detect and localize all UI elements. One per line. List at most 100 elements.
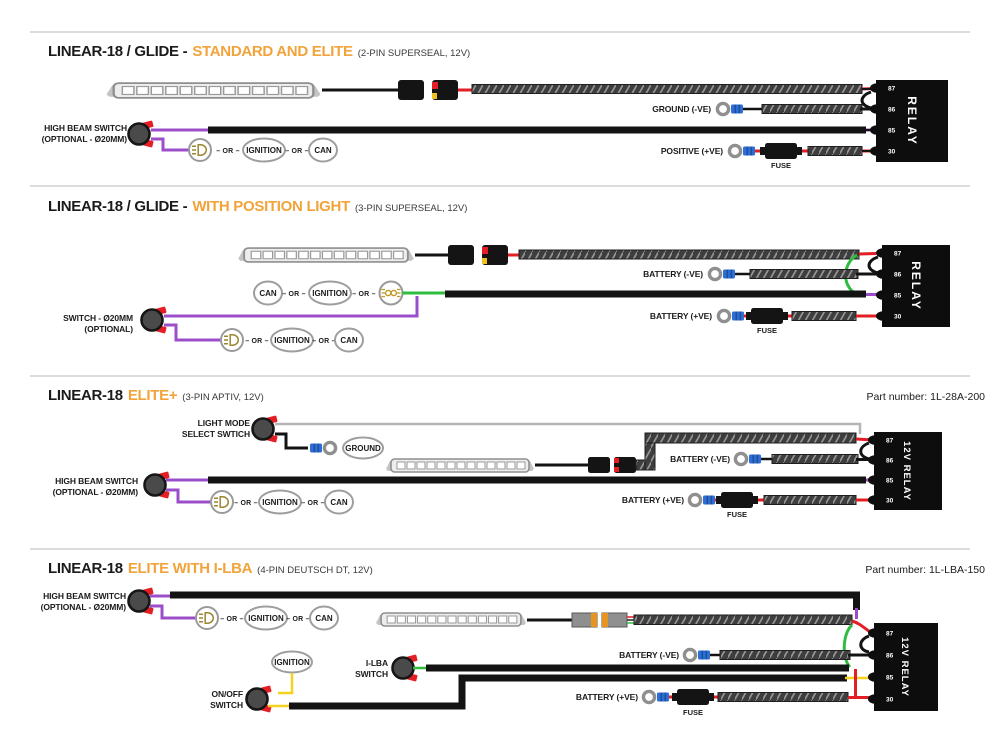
- relay-jumper-87-86: [867, 255, 879, 275]
- pin-85-label: 85: [886, 674, 894, 681]
- neg-braided-cable: [761, 104, 863, 114]
- relay-pin-86: [870, 104, 884, 114]
- section-with-position-light: LINEAR-18 / GLIDE - WITH POSITION LIGHT (3…: [48, 198, 950, 353]
- relay: 87 86 85 30 12V RELAY: [868, 623, 938, 711]
- high-beam-switch-label-1: HIGH BEAM SWITCH: [43, 591, 126, 601]
- or-separator: – OR –: [352, 291, 375, 298]
- can-badge: [324, 489, 354, 515]
- pin-85-label: 85: [894, 292, 902, 299]
- or-separator: – OR –: [301, 500, 324, 507]
- relay-label: 12V RELAY: [899, 637, 910, 697]
- section-1-title: LINEAR-18 / GLIDE - STANDARD AND ELITE (2-…: [48, 43, 470, 60]
- battery-neg-label: BATTERY (-VE): [643, 269, 703, 279]
- optional-switch: [140, 305, 168, 335]
- high-beam-switch: [143, 470, 171, 500]
- can-badge: [308, 137, 338, 163]
- headlight-icon: [195, 606, 219, 630]
- pin-87-label: 87: [894, 250, 902, 257]
- relay-pin-30: [868, 694, 882, 704]
- pin-86-label: 86: [894, 271, 902, 278]
- pin-30-label: 30: [886, 696, 894, 703]
- section-1-title-highlight: STANDARD AND ELITE: [192, 43, 353, 60]
- or-separator: – OR –: [285, 148, 308, 155]
- wire-to-pin-87: [858, 252, 877, 256]
- or-separator: – OR –: [312, 338, 335, 345]
- section-3-subtitle: (3-PIN APTIV, 12V): [182, 392, 264, 403]
- relay-pin-86: [868, 455, 882, 465]
- ignition-source-badge: [271, 650, 313, 674]
- pin-86-label: 86: [886, 652, 894, 659]
- headlight-icon: [210, 490, 234, 514]
- aptiv-connector-male: [588, 457, 610, 473]
- pos-braided-cable: [807, 146, 863, 156]
- switch-label-1: SWITCH - Ø20MM: [63, 313, 133, 323]
- ilba-switch-label-1: I-LBA: [366, 658, 388, 668]
- pin-85-label: 85: [886, 477, 894, 484]
- light-mode-switch-label-2: SELECT SWTICH: [182, 429, 250, 439]
- or-separator: – OR –: [234, 500, 257, 507]
- pin-87-label: 87: [886, 437, 894, 444]
- section-2-title-main: LINEAR-18 / GLIDE -: [48, 198, 188, 215]
- section-3-title-main: LINEAR-18: [48, 387, 123, 404]
- pos-braided-cable: [791, 311, 857, 321]
- section-elite-plus: LINEAR-18 ELITE+ (3-PIN APTIV, 12V) Part n…: [48, 387, 985, 519]
- high-beam-switch-label-2: (OPTIONAL - Ø20MM): [53, 487, 139, 497]
- relay-pin-85: [868, 672, 882, 682]
- relay: 87 86 85 30 RELAY: [876, 245, 950, 327]
- pin-86-label: 86: [886, 457, 894, 464]
- pos-braided-cable: [717, 692, 849, 702]
- wire-to-pin-87: [851, 619, 871, 634]
- high-beam-switch-label-2: (OPTIONAL - Ø20MM): [42, 134, 128, 144]
- relay-pin-86: [876, 269, 890, 279]
- superseal-connector-female: [432, 80, 458, 100]
- section-4-title: LINEAR-18 ELITE WITH I-LBA (4-PIN DEUTSCH …: [48, 560, 373, 577]
- light-mode-gray-wire: [275, 422, 862, 434]
- can-badge-label: CAN: [330, 498, 348, 507]
- high-beam-switch-label-1: HIGH BEAM SWITCH: [44, 123, 127, 133]
- light-bar: [385, 458, 535, 473]
- headlight-icon: [188, 138, 212, 162]
- battery-pos-label: BATTERY (+VE): [650, 311, 712, 321]
- ignition-badge-label: IGNITION: [312, 289, 348, 298]
- or-separator: – OR –: [216, 148, 239, 155]
- battery-pos-label: BATTERY (+VE): [576, 692, 638, 702]
- position-light-icon: [378, 280, 404, 306]
- pin-30-label: 30: [888, 148, 896, 155]
- braided-harness: [471, 84, 863, 94]
- relay-pin-87: [868, 628, 882, 638]
- relay-pin-85: [868, 475, 882, 485]
- can-badge: [334, 327, 364, 353]
- ignition-badge: [242, 137, 286, 163]
- high-beam-switch: [127, 586, 155, 616]
- ignition-badge-label: IGNITION: [274, 336, 310, 345]
- relay-pin-86: [868, 650, 882, 660]
- section-4-title-main: LINEAR-18: [48, 560, 123, 577]
- relay-pin-87: [876, 248, 890, 258]
- fuse: [672, 689, 714, 705]
- or-separator: – OR –: [220, 616, 243, 623]
- or-separator: – OR –: [282, 291, 305, 298]
- relay-pin-85: [870, 125, 884, 135]
- can-badge: [309, 605, 339, 631]
- can-badge-label: CAN: [315, 614, 333, 623]
- relay: 87 86 85 30 12V RELAY: [868, 432, 942, 510]
- ilba-switch-label-2: SWITCH: [355, 669, 388, 679]
- pin-30-label: 30: [894, 313, 902, 320]
- light-mode-ground-wire: [275, 432, 308, 450]
- section-2-title-highlight: WITH POSITION LIGHT: [192, 198, 350, 215]
- ignition-yellow-wire: [278, 673, 294, 695]
- neg-braided-cable: [719, 650, 851, 660]
- superseal-connector-female: [482, 245, 508, 265]
- ignition-badge: [244, 605, 288, 631]
- onoff-switch-label-2: SWITCH: [210, 700, 243, 710]
- braided-harness-step-3: [644, 432, 857, 444]
- superseal-connector-male: [448, 245, 474, 265]
- pin-30-label: 30: [886, 497, 894, 504]
- deutsch-connector-female: [601, 612, 628, 628]
- aptiv-connector-female: [614, 457, 636, 473]
- pin-85-label: 85: [888, 127, 896, 134]
- pin-86-label: 86: [888, 106, 896, 113]
- battery-pos-label: BATTERY (+VE): [622, 495, 684, 505]
- light-bar: [105, 82, 322, 99]
